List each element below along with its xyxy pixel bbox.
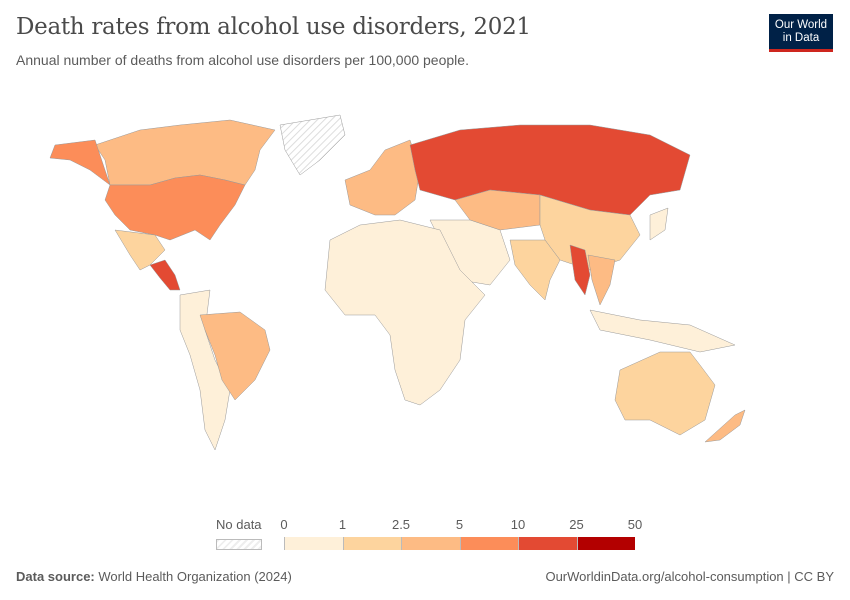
country-greenland[interactable]	[279, 114, 346, 176]
legend-no-data-swatch	[216, 539, 262, 550]
legend-tick-label: 0	[280, 517, 288, 532]
legend-tick-label: 1	[338, 517, 347, 532]
logo-line-2: in Data	[782, 32, 820, 44]
country-central-america[interactable]	[149, 259, 181, 291]
legend-bin[interactable]	[284, 537, 343, 550]
chart-title: Death rates from alcohol use disorders, …	[16, 14, 531, 40]
legend-bin[interactable]	[576, 537, 635, 550]
country-myanmar[interactable]	[569, 244, 591, 296]
source-url[interactable]: OurWorldinData.org/alcohol-consumption |…	[545, 569, 834, 584]
legend-tick-label: 25	[569, 517, 584, 532]
legend-tick-label: 10	[510, 517, 526, 532]
legend-bin[interactable]	[518, 537, 577, 550]
source-text[interactable]: World Health Organization (2024)	[98, 569, 292, 584]
country-new-zealand[interactable]	[704, 409, 746, 443]
legend-bin[interactable]	[342, 537, 401, 550]
legend-no-data-label: No data	[216, 517, 262, 532]
logo-line-1: Our World	[774, 19, 828, 31]
country-india[interactable]	[509, 239, 561, 301]
country-usa[interactable]	[104, 174, 246, 241]
country-australia[interactable]	[614, 351, 716, 436]
country-canada[interactable]	[94, 119, 276, 186]
color-legend: No data 0 1 2.5 5 10 25 50	[210, 515, 650, 555]
chart-subtitle: Annual number of deaths from alcohol use…	[16, 52, 469, 68]
legend-bin[interactable]	[459, 537, 518, 550]
legend-bin[interactable]	[401, 537, 460, 550]
country-brazil[interactable]	[199, 311, 271, 401]
legend-tick-label: 2.5	[391, 517, 411, 532]
owid-logo[interactable]: Our World in Data	[769, 14, 833, 52]
world-map[interactable]	[0, 90, 850, 510]
country-japan[interactable]	[649, 207, 669, 241]
country-africa[interactable]	[324, 219, 486, 406]
country-southeast-asia[interactable]	[587, 254, 616, 306]
country-alaska[interactable]	[49, 139, 111, 186]
country-indonesia[interactable]	[589, 309, 736, 353]
data-source: Data source: World Health Organization (…	[16, 569, 292, 584]
legend-tick-label: 50	[627, 517, 643, 532]
country-russia[interactable]	[409, 124, 691, 216]
source-label: Data source:	[16, 569, 95, 584]
legend-tick-label: 5	[455, 517, 464, 532]
country-europe[interactable]	[344, 139, 421, 216]
